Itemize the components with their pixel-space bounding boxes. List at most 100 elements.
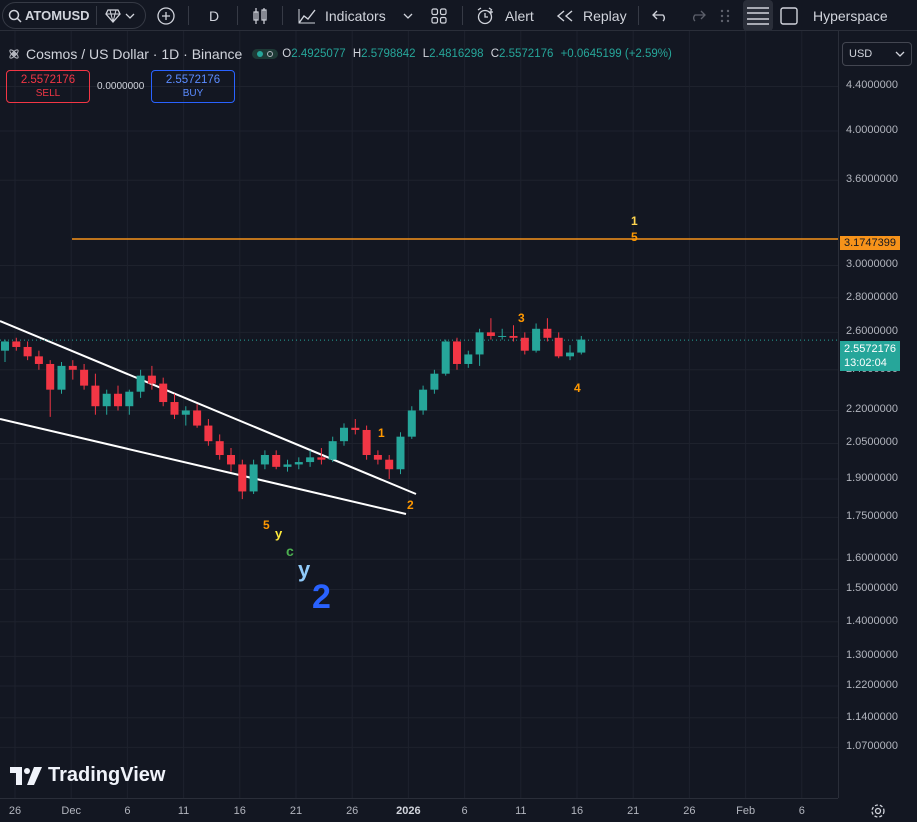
- candle-body: [407, 410, 416, 437]
- candle-body: [181, 410, 190, 415]
- candle-body: [532, 328, 541, 351]
- time-tick-label: 21: [627, 805, 640, 817]
- candle-body: [170, 402, 179, 415]
- replay-button[interactable]: Replay: [583, 7, 627, 24]
- price-tick-label: 2.2000000: [846, 403, 898, 416]
- candle-body: [46, 363, 55, 390]
- diamond-icon[interactable]: [105, 0, 121, 31]
- price-tick-label: 1.3000000: [846, 649, 898, 662]
- candles-style-icon[interactable]: [252, 0, 268, 31]
- indicators-button[interactable]: Indicators: [325, 7, 386, 24]
- candle-body: [396, 436, 405, 470]
- candle-body: [57, 365, 66, 390]
- candle-body: [12, 341, 21, 347]
- upper-trendline[interactable]: [0, 320, 417, 495]
- currency-label: USD: [849, 48, 873, 60]
- candle-body: [475, 332, 484, 355]
- candle-body: [204, 425, 213, 442]
- candle-body: [260, 455, 269, 465]
- price-tick-label: 1.1400000: [846, 710, 898, 723]
- price-tick-label: 1.7500000: [846, 510, 898, 523]
- chart-grid: [0, 31, 838, 798]
- symbol-search[interactable]: [2, 2, 146, 29]
- interval-button[interactable]: D: [209, 7, 220, 24]
- wave-label-1: 1: [378, 426, 385, 440]
- cosmos-logo-icon: [8, 48, 20, 60]
- redo-icon[interactable]: [690, 0, 706, 31]
- price-tick-label: 1.4000000: [846, 614, 898, 627]
- candle-body: [294, 462, 303, 465]
- chevron-down-icon[interactable]: [125, 0, 135, 31]
- settings-gear-icon[interactable]: [870, 803, 886, 822]
- compare-plus-icon[interactable]: [157, 0, 175, 31]
- symbol-title[interactable]: Cosmos / US Dollar · 1D · Binance: [26, 46, 243, 62]
- replay-icon[interactable]: [556, 0, 574, 31]
- status-badge: [252, 49, 279, 59]
- time-tick-label: 26: [8, 805, 22, 817]
- layout-name[interactable]: Hyperspace: [813, 7, 888, 24]
- tradingview-logo[interactable]: TradingView: [10, 764, 165, 787]
- time-tick-label: 26: [346, 805, 359, 817]
- candle-body: [159, 383, 168, 403]
- price-tick-label: 4.4000000: [846, 79, 898, 92]
- alarm-clock-icon[interactable]: [476, 0, 495, 31]
- candle-body: [566, 352, 574, 357]
- wave-label-low-y: y: [298, 557, 311, 582]
- price-chart[interactable]: 1 2 3 4 1 5 5 y c y 2: [0, 31, 838, 798]
- time-tick-label: 6: [798, 805, 805, 817]
- candle-body: [486, 332, 495, 336]
- candle-body: [577, 339, 586, 353]
- price-tick-label: 1.6000000: [846, 552, 898, 565]
- current-price-value: 2.5572176: [844, 343, 896, 355]
- candle-body: [306, 457, 315, 463]
- candle-body: [272, 455, 281, 467]
- templates-grid-icon[interactable]: [431, 0, 447, 31]
- indicators-icon[interactable]: [298, 0, 316, 31]
- undo-icon[interactable]: [652, 0, 668, 31]
- candle-body: [114, 393, 122, 407]
- candle-body: [509, 335, 518, 338]
- price-tick-label: 3.6000000: [846, 173, 898, 186]
- ohlc-values: O2.4925077 H2.5798842 L2.4816298 C2.5572…: [282, 48, 672, 60]
- wedge-trendlines[interactable]: [0, 320, 417, 515]
- chevron-down-icon[interactable]: [403, 0, 413, 31]
- wave-label-4: 4: [574, 381, 581, 395]
- search-icon[interactable]: [8, 0, 22, 31]
- lower-trendline[interactable]: [0, 418, 407, 515]
- candle-body: [351, 427, 360, 430]
- candle-body: [215, 441, 224, 455]
- wave-label-low-c: c: [286, 543, 294, 559]
- time-axis[interactable]: 26 Dec 6 11 16 21 26 2026 6 11 16 21 26 Feb 6: [0, 798, 838, 822]
- candle-body: [193, 410, 202, 426]
- time-tick-label: 6: [124, 805, 131, 817]
- alert-button[interactable]: Alert: [505, 7, 534, 24]
- wave-label-low-y-small: y: [275, 526, 283, 541]
- currency-select[interactable]: USD: [842, 42, 912, 66]
- price-tick-label: 3.0000000: [846, 258, 898, 271]
- candle-body: [385, 459, 394, 470]
- buy-button[interactable]: 2.5572176 BUY: [151, 70, 235, 103]
- wave-label-top-1: 1: [631, 214, 638, 228]
- layout-square-icon[interactable]: [780, 0, 798, 31]
- candle-body: [362, 429, 371, 455]
- candle-body: [34, 356, 43, 364]
- candle-body: [136, 375, 145, 392]
- candle-body: [238, 464, 247, 492]
- wave-label-2: 2: [407, 498, 414, 512]
- price-tick-label: 1.0700000: [846, 740, 898, 753]
- sell-label: SELL: [35, 88, 61, 99]
- price-axis[interactable]: [838, 31, 917, 798]
- symbol-label[interactable]: ATOMUSD: [25, 8, 90, 23]
- time-tick-label: 6: [461, 805, 468, 817]
- candle-body: [419, 389, 428, 411]
- candle-body: [441, 341, 450, 374]
- tradingview-logo-icon: [10, 766, 42, 785]
- time-tick-label: Feb: [736, 805, 756, 817]
- sell-button[interactable]: 2.5572176 SELL: [6, 70, 90, 103]
- candle-body: [1, 341, 9, 351]
- menu-lines-icon[interactable]: [743, 0, 773, 31]
- time-tick-label: 16: [570, 805, 584, 817]
- drag-handle-icon[interactable]: [720, 0, 730, 31]
- brand-name: TradingView: [48, 764, 166, 786]
- time-tick-label: 21: [289, 805, 303, 817]
